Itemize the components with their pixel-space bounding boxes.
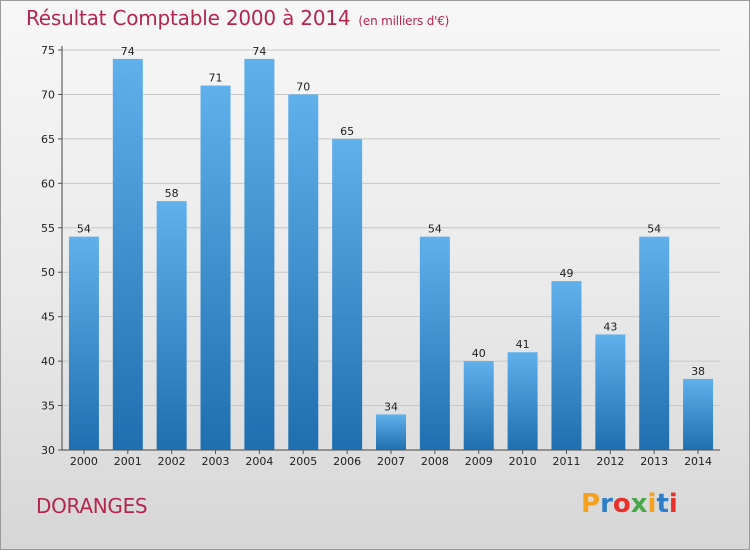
bar-value-label: 40 (472, 347, 486, 360)
logo-letter: t (656, 489, 669, 519)
logo-letter: r (600, 489, 613, 519)
bar (507, 352, 538, 450)
x-tick-label: 2002 (158, 455, 186, 468)
x-tick-label: 2010 (509, 455, 537, 468)
chart-title: Résultat Comptable 2000 à 2014 (en millie… (26, 6, 449, 30)
commune-name: DORANGES (36, 494, 148, 518)
bar (551, 281, 582, 450)
bar-value-label: 70 (296, 80, 310, 93)
x-tick-label: 2008 (421, 455, 449, 468)
chart-title-text: Résultat Comptable 2000 à 2014 (26, 6, 351, 30)
logo-letter: P (581, 489, 601, 519)
bar (639, 236, 670, 450)
y-tick-label: 55 (41, 222, 55, 235)
y-tick-label: 35 (41, 400, 55, 413)
y-tick-label: 40 (41, 355, 55, 368)
logo-letter: i (647, 489, 657, 519)
logo-letter: o (612, 489, 631, 519)
bar-value-label: 74 (252, 45, 266, 58)
y-tick-label: 45 (41, 311, 55, 324)
proxiti-logo: Proxiti (581, 489, 678, 519)
bar-value-label: 38 (691, 365, 705, 378)
x-tick-label: 2013 (640, 455, 668, 468)
x-tick-label: 2001 (114, 455, 142, 468)
bar-value-label: 74 (121, 45, 135, 58)
bar (112, 58, 143, 451)
y-tick-label: 75 (41, 44, 55, 57)
x-tick-label: 2000 (70, 455, 98, 468)
bar (376, 414, 406, 450)
bar (419, 236, 450, 450)
chart-subtitle: (en milliers d'€) (358, 14, 450, 28)
x-tick-label: 2005 (289, 455, 317, 468)
logo-letter: i (668, 489, 678, 519)
bar (156, 201, 187, 450)
x-tick-label: 2014 (684, 455, 712, 468)
x-tick-label: 2007 (377, 455, 405, 468)
y-tick-label: 65 (41, 133, 55, 146)
bar-value-label: 54 (77, 223, 91, 236)
bar (332, 138, 363, 450)
x-tick-label: 2004 (245, 455, 273, 468)
bar (595, 334, 626, 450)
bar-value-label: 54 (428, 223, 442, 236)
y-tick-label: 70 (41, 88, 55, 101)
x-tick-label: 2012 (596, 455, 624, 468)
bar-value-label: 34 (384, 400, 398, 413)
y-tick-label: 60 (41, 177, 55, 190)
x-tick-label: 2009 (465, 455, 493, 468)
bar-value-label: 65 (340, 125, 354, 138)
bar-value-label: 54 (647, 223, 661, 236)
bar (244, 58, 275, 451)
bar (683, 378, 714, 450)
logo-letter: x (630, 489, 648, 519)
x-tick-label: 2003 (202, 455, 230, 468)
bar (68, 236, 99, 450)
bar (288, 94, 319, 450)
bar-value-label: 49 (559, 267, 573, 280)
bar (200, 85, 231, 451)
bar-value-label: 58 (165, 187, 179, 200)
bar-value-label: 41 (516, 338, 530, 351)
bar-value-label: 43 (603, 320, 617, 333)
bar (463, 361, 494, 450)
x-tick-label: 2011 (552, 455, 580, 468)
y-tick-label: 50 (41, 266, 55, 279)
bar-value-label: 71 (209, 72, 223, 85)
y-tick-label: 30 (41, 444, 55, 457)
x-tick-label: 2006 (333, 455, 361, 468)
